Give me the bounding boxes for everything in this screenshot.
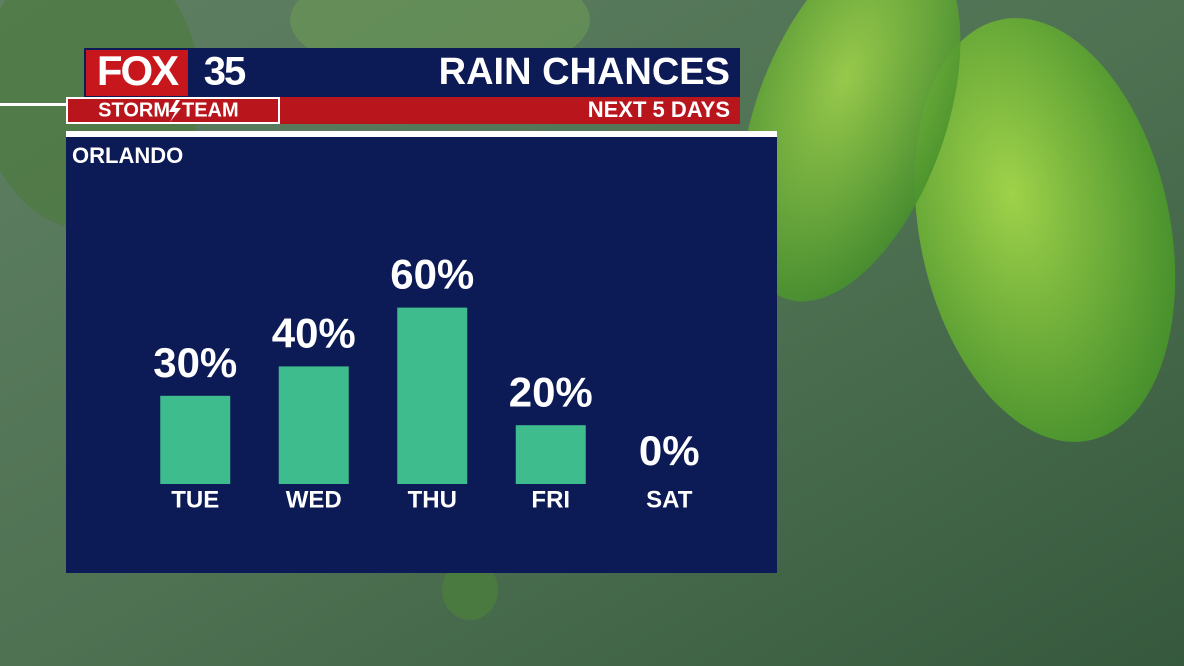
value-label: 40% xyxy=(272,309,356,356)
bar xyxy=(160,395,231,484)
leaf xyxy=(739,0,961,302)
leaf xyxy=(442,560,498,620)
bolt-icon xyxy=(169,100,181,122)
bar xyxy=(397,307,468,484)
logo-network: FOX xyxy=(97,47,179,94)
location: ORLANDO xyxy=(72,143,183,168)
leaf xyxy=(914,18,1176,442)
x-tick-label: SAT xyxy=(646,486,693,513)
x-tick-label: TUE xyxy=(171,486,219,513)
x-tick-label: FRI xyxy=(531,486,570,513)
x-tick-label: WED xyxy=(286,486,342,513)
rule xyxy=(0,103,70,106)
value-label: 60% xyxy=(390,251,474,298)
logo-box xyxy=(86,50,188,96)
logo-team: STORM xyxy=(98,99,170,121)
panel-rule xyxy=(66,131,777,137)
bar xyxy=(515,425,586,484)
value-label: 20% xyxy=(509,368,593,415)
value-label: 0% xyxy=(639,427,700,474)
title-bar xyxy=(84,48,740,98)
value-label: 30% xyxy=(153,339,237,386)
chart-title: RAIN CHANCES xyxy=(439,51,730,93)
bar xyxy=(278,366,349,484)
logo-channel: 35 xyxy=(204,50,246,94)
logo-team: TEAM xyxy=(182,99,239,121)
chart-subtitle: NEXT 5 DAYS xyxy=(588,97,730,122)
x-tick-label: THU xyxy=(408,486,457,513)
